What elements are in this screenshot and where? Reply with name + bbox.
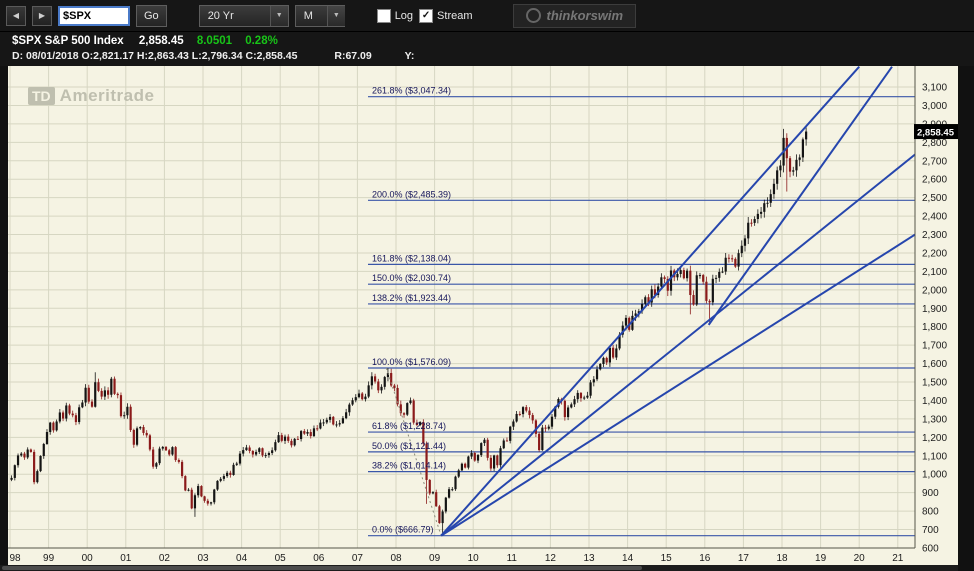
stream-checkbox-label: Stream <box>437 9 473 22</box>
svg-text:1,500: 1,500 <box>922 378 947 389</box>
svg-text:2,300: 2,300 <box>922 230 947 241</box>
range-select-value: 20 Yr <box>207 9 234 22</box>
svg-text:1,900: 1,900 <box>922 304 947 315</box>
svg-text:3,100: 3,100 <box>922 83 947 94</box>
svg-text:00: 00 <box>82 553 94 564</box>
forward-button[interactable]: ▶ <box>32 5 52 26</box>
price-change-percent: 0.28% <box>245 35 278 47</box>
svg-text:1,600: 1,600 <box>922 359 947 370</box>
svg-text:1,200: 1,200 <box>922 433 947 444</box>
svg-text:0.0% ($666.79): 0.0% ($666.79) <box>372 525 434 535</box>
chevron-down-icon: ▼ <box>326 5 345 26</box>
symbol-input[interactable] <box>58 5 130 26</box>
quote-line-2: D: 08/01/2018 O:2,821.17 H:2,863.43 L:2,… <box>12 50 414 62</box>
svg-text:138.2% ($1,923.44): 138.2% ($1,923.44) <box>372 293 451 303</box>
period-select[interactable]: M ▼ <box>294 4 345 27</box>
thinkorswim-logo-button[interactable]: thinkorswim <box>512 3 637 28</box>
svg-text:161.8% ($2,138.04): 161.8% ($2,138.04) <box>372 253 451 263</box>
triangle-right-icon: ▶ <box>38 11 46 20</box>
scrollbar-handle[interactable] <box>2 566 642 570</box>
svg-text:19: 19 <box>815 553 827 564</box>
svg-text:2,200: 2,200 <box>922 248 947 259</box>
svg-text:800: 800 <box>922 507 939 518</box>
svg-text:1,700: 1,700 <box>922 341 947 352</box>
svg-text:2,500: 2,500 <box>922 193 947 204</box>
svg-text:17: 17 <box>738 553 750 564</box>
svg-text:50.0% ($1,121.44): 50.0% ($1,121.44) <box>372 441 446 451</box>
svg-text:1,100: 1,100 <box>922 451 947 462</box>
svg-text:08: 08 <box>390 553 402 564</box>
checkbox-box <box>376 8 391 23</box>
chart-toolbar: ◀ ▶ Go 20 Yr ▼ M ▼ Log ✓ Stream thinkors… <box>0 0 974 32</box>
svg-text:18: 18 <box>776 553 788 564</box>
svg-text:01: 01 <box>120 553 132 564</box>
svg-text:10: 10 <box>468 553 480 564</box>
left-frame-strip <box>0 66 8 571</box>
price-chart-canvas[interactable]: 261.8% ($3,047.34) 200.0% ($2,485.39) 161.… <box>8 66 958 570</box>
svg-text:20: 20 <box>854 553 866 564</box>
symbol-title: $SPX S&P 500 Index <box>12 35 124 47</box>
svg-text:3,000: 3,000 <box>922 101 947 112</box>
svg-text:2,400: 2,400 <box>922 212 947 223</box>
triangle-left-icon: ◀ <box>12 11 20 20</box>
svg-text:2,100: 2,100 <box>922 267 947 278</box>
svg-text:38.2% ($1,014.14): 38.2% ($1,014.14) <box>372 461 446 471</box>
svg-text:05: 05 <box>275 553 287 564</box>
thinkorswim-logo-label: thinkorswim <box>546 8 624 23</box>
svg-text:04: 04 <box>236 553 248 564</box>
log-checkbox-label: Log <box>394 9 414 22</box>
period-select-value: M <box>303 9 313 22</box>
stream-checkbox[interactable]: ✓ Stream <box>419 8 473 23</box>
svg-text:12: 12 <box>545 553 557 564</box>
svg-text:07: 07 <box>352 553 364 564</box>
quote-header: $SPX S&P 500 Index 2,858.45 8.0501 0.28%… <box>0 32 974 66</box>
svg-text:11: 11 <box>507 553 518 564</box>
chevron-down-icon: ▼ <box>269 5 288 26</box>
svg-text:13: 13 <box>583 553 595 564</box>
back-button[interactable]: ◀ <box>6 5 26 26</box>
thinkorswim-icon <box>525 8 541 23</box>
svg-text:200.0% ($2,485.39): 200.0% ($2,485.39) <box>372 189 451 199</box>
svg-text:16: 16 <box>699 553 711 564</box>
svg-text:09: 09 <box>429 553 441 564</box>
svg-text:261.8% ($3,047.34): 261.8% ($3,047.34) <box>372 86 451 96</box>
range-value: R:67.09 <box>334 50 372 62</box>
check-icon: ✓ <box>419 8 434 23</box>
log-checkbox[interactable]: Log <box>376 8 414 23</box>
svg-text:1,800: 1,800 <box>922 322 947 333</box>
right-scrollbar-strip[interactable] <box>958 66 974 571</box>
svg-text:2,000: 2,000 <box>922 285 947 296</box>
svg-text:2,858.45: 2,858.45 <box>917 127 955 138</box>
svg-text:2,600: 2,600 <box>922 175 947 186</box>
svg-text:1,000: 1,000 <box>922 470 947 481</box>
svg-text:2,800: 2,800 <box>922 138 947 149</box>
svg-text:900: 900 <box>922 488 939 499</box>
svg-text:1,300: 1,300 <box>922 414 947 425</box>
svg-text:700: 700 <box>922 525 939 536</box>
svg-text:03: 03 <box>197 553 209 564</box>
price-change: 8.0501 <box>196 35 233 47</box>
svg-text:14: 14 <box>622 553 634 564</box>
range-select[interactable]: 20 Yr ▼ <box>198 4 289 27</box>
svg-text:15: 15 <box>661 553 673 564</box>
go-button[interactable]: Go <box>136 4 167 27</box>
ohlc-detail: D: 08/01/2018 O:2,821.17 H:2,863.43 L:2,… <box>12 50 298 62</box>
svg-text:98: 98 <box>9 553 21 564</box>
svg-text:600: 600 <box>922 544 939 555</box>
svg-text:61.8% ($1,228.74): 61.8% ($1,228.74) <box>372 421 446 431</box>
svg-text:2,700: 2,700 <box>922 156 947 167</box>
svg-text:21: 21 <box>892 553 904 564</box>
svg-text:02: 02 <box>159 553 171 564</box>
svg-text:150.0% ($2,030.74): 150.0% ($2,030.74) <box>372 273 451 283</box>
horizontal-scrollbar[interactable] <box>0 565 958 571</box>
svg-text:100.0% ($1,576.09): 100.0% ($1,576.09) <box>372 357 451 367</box>
last-price: 2,858.45 <box>138 35 184 47</box>
y-value: Y: <box>404 50 415 62</box>
svg-text:1,400: 1,400 <box>922 396 947 407</box>
svg-text:06: 06 <box>313 553 325 564</box>
chart-plot-area[interactable]: 261.8% ($3,047.34) 200.0% ($2,485.39) 161.… <box>8 66 958 565</box>
svg-text:99: 99 <box>43 553 55 564</box>
quote-line-1: $SPX S&P 500 Index 2,858.45 8.0501 0.28% <box>12 35 278 47</box>
